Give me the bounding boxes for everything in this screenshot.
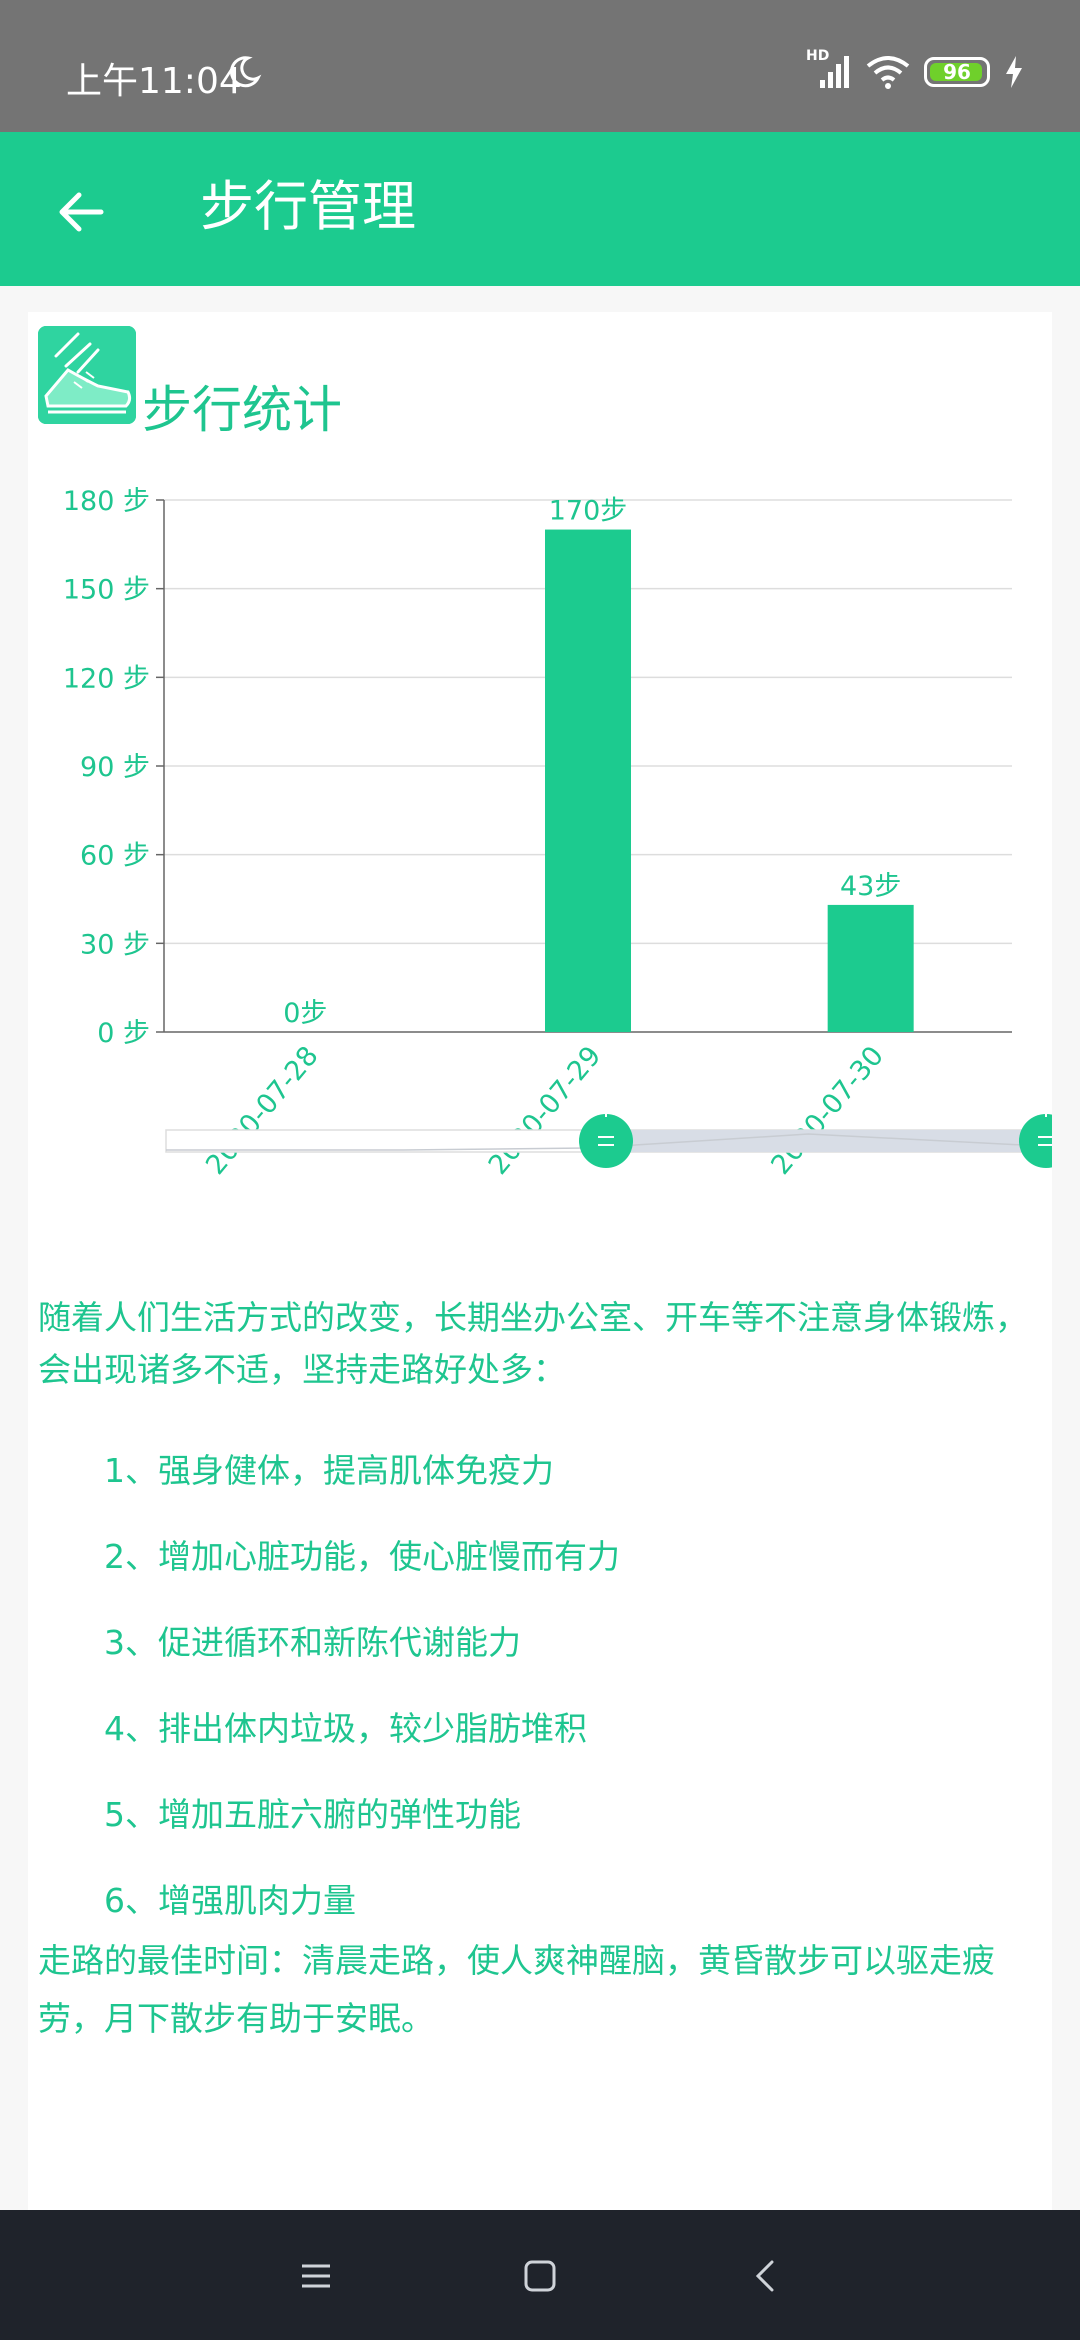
chevron-left-icon [746,2256,786,2296]
zoom-slider-selection [606,1130,1046,1152]
app-bar: 步行管理 [0,132,1080,286]
bar [545,530,631,1032]
battery-indicator: 96 [924,57,990,87]
page-title: 步行管理 [200,172,416,242]
data-label: 43步 [840,871,901,902]
intro-text: 随着人们生活方式的改变，长期坐办公室、开车等不注意身体锻炼，会出现诸多不适，坚持… [38,1292,1048,1396]
y-tick-label: 90 步 [80,752,150,783]
x-tick-label: 2020-07-30 [765,1041,890,1181]
battery-level: 96 [943,60,971,84]
back-button[interactable] [40,172,120,252]
data-label: 170步 [549,496,628,527]
walking-shoe-icon [38,326,136,424]
zoom-slider-left-handle[interactable] [579,1111,633,1168]
nav-back-button[interactable] [736,2246,796,2306]
benefits-list: 1、强身健体，提高肌体免疫力 2、增加心脏功能，使心脏慢而有力 3、促进循环和新陈代… [104,1428,620,1944]
benefit-item: 2、增加心脏功能，使心脏慢而有力 [104,1514,620,1600]
signal-icon: HD [806,54,852,90]
network-label: HD [806,48,829,64]
benefit-item: 3、促进循环和新陈代谢能力 [104,1600,620,1686]
bar [828,905,914,1032]
y-tick-label: 60 步 [80,841,150,872]
y-tick-label: 0 步 [97,1018,150,1049]
arrow-left-icon [55,187,105,237]
home-button[interactable] [510,2246,570,2306]
menu-icon [296,2256,336,2296]
x-tick-label: 2020-07-28 [200,1041,325,1181]
status-bar: 上午11:04 HD 96 [0,0,1080,132]
status-icons: HD 96 [806,52,1024,92]
recent-apps-button[interactable] [286,2246,346,2306]
tip-text: 走路的最佳时间：清晨走路，使人爽神醒脑，黄昏散步可以驱走疲劳，月下散步有助于安眠… [38,1932,1048,2048]
benefit-item: 5、增加五脏六腑的弹性功能 [104,1772,620,1858]
wifi-icon [866,54,910,90]
y-tick-label: 150 步 [63,575,150,606]
y-tick-label: 30 步 [80,929,150,960]
benefit-item: 4、排出体内垃圾，较少脂肪堆积 [104,1686,620,1772]
data-label: 0步 [283,998,327,1029]
benefit-item: 1、强身健体，提高肌体免疫力 [104,1428,620,1514]
system-nav-bar [0,2210,1080,2340]
moon-icon [226,54,262,90]
y-tick-label: 180 步 [63,486,150,517]
steps-bar-chart: 0 步 30 步 60 步 90 步 120 步 150 步 180 步 0步 2020-07-… [28,462,1052,1222]
y-tick-label: 120 步 [63,663,150,694]
zoom-slider-right-handle[interactable] [1019,1111,1052,1168]
walking-stats-card: 步行统计 0 步 30 步 60 步 90 步 120 步 150 步 180 步 0步 202… [28,312,1052,2210]
square-icon [520,2256,560,2296]
section-title: 步行统计 [142,370,342,442]
status-time: 上午11:04 [66,52,242,104]
charging-icon [1004,56,1024,88]
